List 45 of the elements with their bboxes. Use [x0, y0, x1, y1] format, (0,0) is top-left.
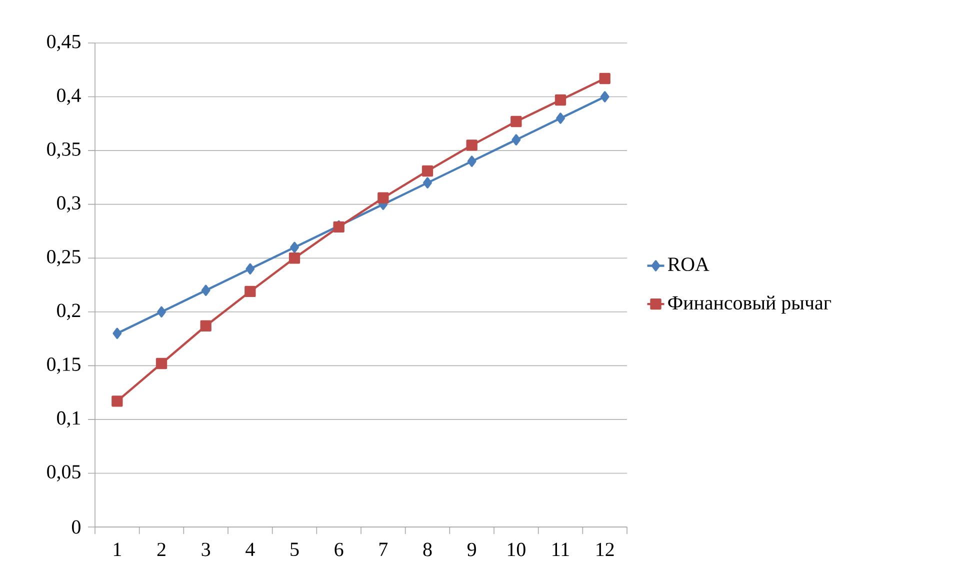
- x-tick-label: 8: [423, 542, 432, 556]
- legend-label: ROA: [668, 258, 710, 272]
- point: [112, 328, 122, 339]
- point: [467, 156, 476, 167]
- point: [512, 134, 521, 146]
- point: [157, 306, 166, 318]
- point: [200, 320, 212, 332]
- y-tick-label: 0,05: [47, 465, 80, 482]
- y-tick-label: 0,3: [57, 196, 80, 212]
- point: [290, 242, 299, 253]
- point: [201, 284, 210, 296]
- point: [556, 112, 565, 124]
- y-tick-label: 0,4: [57, 88, 81, 105]
- y-tick-label: 0,2: [57, 304, 80, 320]
- point: [600, 91, 610, 102]
- point: [554, 94, 566, 106]
- x-tick-label: 7: [380, 542, 388, 556]
- y-tick-label: 0: [72, 520, 80, 534]
- point: [112, 396, 123, 407]
- point: [423, 177, 432, 188]
- point: [156, 358, 168, 370]
- point: [244, 286, 256, 298]
- y-tick-label: 0,45: [47, 34, 80, 52]
- y-tick-label: 0,35: [47, 142, 80, 159]
- x-tick-label: 10: [508, 542, 526, 556]
- point: [246, 263, 255, 274]
- y-tick-label: 0,1: [57, 411, 80, 428]
- y-tick-label: 0,15: [47, 358, 80, 374]
- point: [422, 165, 434, 177]
- y-tick-label: 0,25: [47, 250, 80, 266]
- point: [599, 72, 610, 84]
- point: [510, 116, 522, 128]
- point: [466, 140, 478, 151]
- x-tick-label: 6: [334, 542, 344, 556]
- legend-label: Финансовый рычаг: [668, 296, 832, 314]
- point: [378, 192, 389, 204]
- x-tick-label: 11: [552, 542, 569, 556]
- x-tick-label: 4: [246, 542, 255, 556]
- x-tick-label: 5: [290, 542, 299, 556]
- x-tick-label: 2: [157, 542, 166, 556]
- x-tick-label: 12: [596, 542, 614, 556]
- x-tick-label: 1: [114, 542, 121, 556]
- x-tick-label: 9: [467, 542, 476, 556]
- point: [288, 252, 300, 264]
- x-tick-label: 3: [202, 542, 210, 556]
